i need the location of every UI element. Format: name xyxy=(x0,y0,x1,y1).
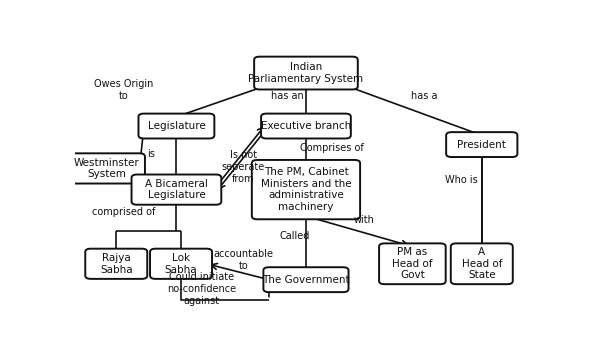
Text: Executive branch: Executive branch xyxy=(261,121,351,131)
Text: Who is: Who is xyxy=(445,175,478,185)
FancyBboxPatch shape xyxy=(379,244,446,284)
FancyBboxPatch shape xyxy=(261,114,351,139)
Text: President: President xyxy=(457,140,506,150)
Text: Lok
Sabha: Lok Sabha xyxy=(165,253,198,275)
FancyBboxPatch shape xyxy=(446,132,518,157)
Text: The PM, Cabinet
Ministers and the
administrative
machinery: The PM, Cabinet Ministers and the admini… xyxy=(261,167,351,212)
Text: is: is xyxy=(147,149,155,159)
Text: Comprises of: Comprises of xyxy=(300,143,364,153)
Text: accountable
to: accountable to xyxy=(214,249,273,271)
Text: The Government: The Government xyxy=(262,275,350,285)
Text: Rajya
Sabha: Rajya Sabha xyxy=(100,253,133,275)
FancyBboxPatch shape xyxy=(69,153,145,183)
Text: has a: has a xyxy=(411,90,437,100)
Text: with: with xyxy=(353,215,374,225)
Text: has an: has an xyxy=(271,90,304,100)
Text: Indian
Parliamentary System: Indian Parliamentary System xyxy=(248,62,364,84)
FancyBboxPatch shape xyxy=(85,249,147,279)
FancyBboxPatch shape xyxy=(150,249,212,279)
Text: Westminster
System: Westminster System xyxy=(74,158,140,179)
Text: Called: Called xyxy=(279,231,310,241)
FancyBboxPatch shape xyxy=(254,57,358,89)
Text: Is not
seperate
from: Is not seperate from xyxy=(222,150,265,184)
FancyBboxPatch shape xyxy=(252,160,360,219)
Text: Legislature: Legislature xyxy=(147,121,205,131)
Text: comprised of: comprised of xyxy=(91,207,155,217)
FancyBboxPatch shape xyxy=(139,114,214,139)
Text: A
Head of
State: A Head of State xyxy=(461,247,502,280)
Text: A Bicameral
Legislature: A Bicameral Legislature xyxy=(145,179,208,201)
Text: Could initiate
no-confidence
against: Could initiate no-confidence against xyxy=(167,272,236,305)
FancyBboxPatch shape xyxy=(131,174,221,205)
Text: Owes Origin
to: Owes Origin to xyxy=(94,79,153,101)
Text: PM as
Head of
Govt: PM as Head of Govt xyxy=(392,247,433,280)
FancyBboxPatch shape xyxy=(263,267,349,292)
FancyBboxPatch shape xyxy=(451,244,513,284)
